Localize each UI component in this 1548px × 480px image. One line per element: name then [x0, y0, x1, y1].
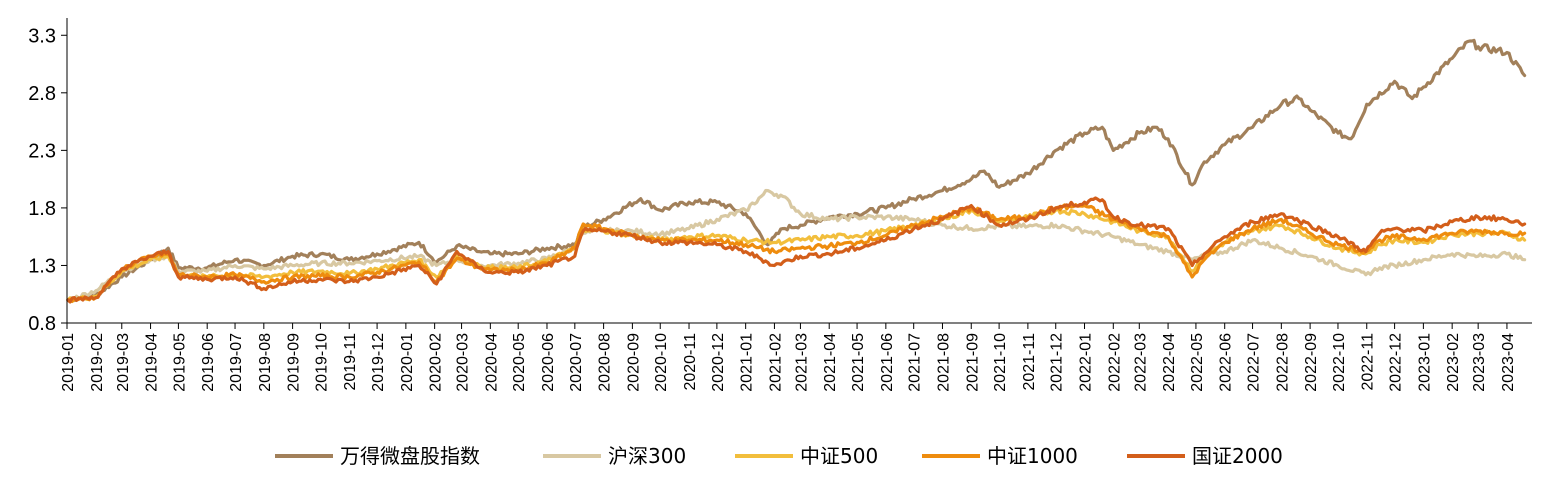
x-tick-label: 2022-07	[1246, 333, 1263, 392]
x-tick-label: 2020-01	[399, 333, 416, 392]
x-tick-label: 2020-08	[597, 333, 614, 392]
x-tick-label: 2020-12	[710, 333, 727, 392]
series-line-4	[66, 196, 1527, 304]
x-tick-label: 2022-05	[1189, 333, 1206, 392]
x-tick-label: 2019-03	[115, 333, 132, 392]
x-tick-label: 2020-09	[625, 333, 642, 392]
x-tick-label: 2021-02	[767, 333, 784, 392]
series-line-2	[66, 207, 1527, 304]
x-tick-label: 2020-04	[483, 333, 500, 392]
x-tick-label: 2022-04	[1161, 333, 1178, 392]
series-line-3	[66, 203, 1527, 303]
y-tick-label: 2.3	[28, 140, 56, 162]
x-tick-label: 2019-12	[370, 333, 387, 392]
x-tick-label: 2022-01	[1078, 333, 1095, 392]
x-tick-label: 2019-02	[89, 333, 106, 392]
x-tick-label: 2019-05	[171, 333, 188, 392]
x-tick-label: 2021-10	[992, 333, 1009, 392]
x-tick-label: 2019-11	[342, 333, 359, 391]
x-tick-label: 2022-08	[1274, 333, 1291, 392]
x-tick-label: 2021-09	[964, 333, 981, 392]
x-tick-label: 2021-08	[936, 333, 953, 392]
legend: 万得微盘股指数 沪深300 中证500 中证1000 国证2000	[275, 444, 1283, 468]
x-tick-label: 2021-06	[879, 333, 896, 392]
x-tick-label: 2020-07	[568, 333, 585, 392]
x-tick-label: 2019-07	[228, 333, 245, 392]
x-tick-label: 2022-06	[1218, 333, 1235, 392]
x-tick-label: 2020-11	[682, 333, 699, 391]
series-line-1	[66, 188, 1527, 302]
x-tick-label: 2019-08	[257, 333, 274, 392]
x-tick-label: 2019-01	[60, 333, 77, 392]
x-tick-label: 2021-03	[793, 333, 810, 392]
x-tick-label: 2021-01	[739, 333, 756, 392]
x-tick-label: 2019-09	[286, 333, 303, 392]
y-tick-label: 3.3	[28, 25, 56, 47]
x-tick-label: 2019-04	[144, 333, 161, 392]
y-tick-label: 0.8	[28, 313, 56, 335]
x-tick-label: 2022-02	[1106, 333, 1123, 392]
legend-label-3: 中证1000	[987, 444, 1078, 468]
x-tick-label: 2021-07	[907, 333, 924, 392]
x-tick-label: 2019-10	[314, 333, 331, 392]
legend-label-1: 沪深300	[608, 444, 686, 468]
series-line-0	[66, 38, 1527, 303]
x-tick-label: 2023-03	[1471, 333, 1488, 392]
x-tick-label: 2020-06	[540, 333, 557, 392]
y-tick-label: 2.8	[28, 83, 56, 105]
x-tick-label: 2021-11	[1021, 333, 1038, 391]
legend-label-2: 中证500	[800, 444, 878, 468]
x-tick-label: 2022-03	[1132, 333, 1149, 392]
axes: 0.8 1.3 1.8 2.3 2.8 3.3 2019-01 2019-02 2019-03 2…	[28, 18, 1532, 392]
x-tick-label: 2020-02	[428, 333, 445, 392]
series-lines	[66, 38, 1527, 304]
legend-label-4: 国证2000	[1192, 444, 1283, 468]
x-tick-label: 2022-11	[1360, 333, 1377, 391]
x-tick-label: 2022-09	[1303, 333, 1320, 392]
legend-label-0: 万得微盘股指数	[340, 444, 480, 468]
x-tick-label: 2019-06	[200, 333, 217, 392]
x-tick-label: 2021-04	[822, 333, 839, 392]
y-tick-label: 1.8	[28, 198, 56, 220]
x-tick-label: 2023-01	[1416, 333, 1433, 392]
x-tick-label: 2021-05	[850, 333, 867, 392]
x-tick-label: 2023-02	[1445, 333, 1462, 392]
x-tick-label: 2020-03	[455, 333, 472, 392]
x-tick-label: 2023-04	[1500, 333, 1517, 392]
x-tick-label: 2020-05	[511, 333, 528, 392]
x-tick-label: 2020-10	[653, 333, 670, 392]
x-tick-label: 2022-10	[1331, 333, 1348, 392]
y-tick-label: 1.3	[28, 255, 56, 277]
x-tick-label: 2022-12	[1388, 333, 1405, 392]
x-tick-label: 2021-12	[1049, 333, 1066, 392]
